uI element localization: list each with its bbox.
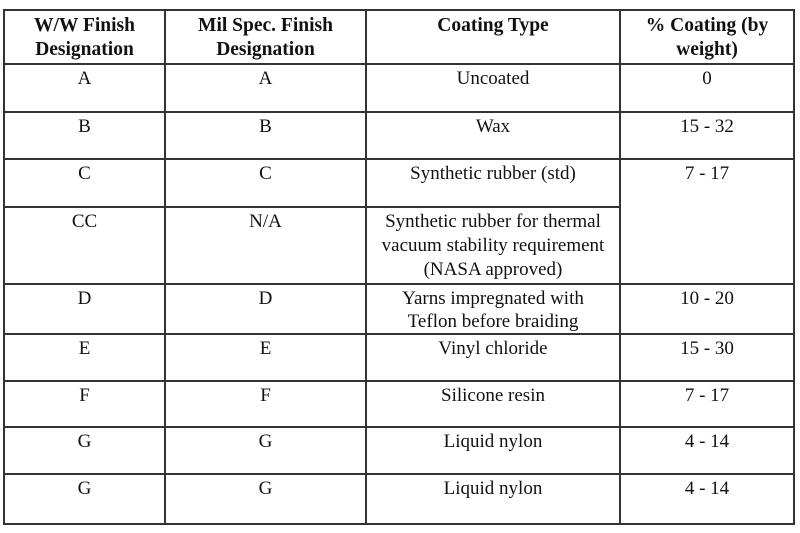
cell-percent: 0 [619,63,795,113]
cell-mil: B [164,111,367,160]
table-row: CC N/A Synthetic rubber for thermal vacu… [3,206,794,285]
table-row: G G Liquid nylon 4 - 14 [3,426,795,475]
header-percent-coating: % Coating (by weight) [619,9,795,65]
cell-percent: 4 - 14 [619,426,795,475]
table-row: D D Yarns impregnated with Teflon before… [3,283,795,335]
header-ww-finish: W/W Finish Designation [3,9,166,65]
cell-coating: Synthetic rubber for thermal vacuum stab… [365,206,621,285]
cell-ww: G [3,426,166,475]
cell-mil: C [164,158,367,208]
cell-coating: Silicone resin [365,380,621,428]
cell-coating: Uncoated [365,63,621,113]
header-row: W/W Finish Designation Mil Spec. Finish … [3,9,795,65]
table-row: A A Uncoated 0 [3,63,795,113]
cell-ww: C [3,158,166,208]
cell-percent: 15 - 32 [619,111,795,160]
cell-coating: Synthetic rubber (std) [365,158,621,208]
cell-coating: Wax [365,111,621,160]
cell-percent: 7 - 17 [619,158,795,285]
cell-coating: Yarns impregnated with Teflon before bra… [365,283,621,335]
cell-ww: A [3,63,166,113]
cell-mil: G [164,473,367,525]
cell-ww: F [3,380,166,428]
cell-ww: CC [3,206,166,285]
cell-mil: D [164,283,367,335]
cell-coating: Vinyl chloride [365,333,621,382]
cell-percent: 15 - 30 [619,333,795,382]
header-coating-type: Coating Type [365,9,621,65]
table-row: B B Wax 15 - 32 [3,111,795,160]
finish-designation-table: W/W Finish Designation Mil Spec. Finish … [3,9,795,525]
cell-mil: F [164,380,367,428]
table-row: G G Liquid nylon 4 - 14 [3,473,795,525]
cell-coating: Liquid nylon [365,426,621,475]
cell-ww: D [3,283,166,335]
cell-ww: E [3,333,166,382]
cell-coating: Liquid nylon [365,473,621,525]
cell-mil: A [164,63,367,113]
cell-percent: 4 - 14 [619,473,795,525]
cell-mil: N/A [164,206,367,285]
cell-mil: G [164,426,367,475]
cell-ww: G [3,473,166,525]
cell-mil: E [164,333,367,382]
cell-percent: 7 - 17 [619,380,795,428]
table-row: C C Synthetic rubber (std) 7 - 17 [3,158,795,285]
table-row: E E Vinyl chloride 15 - 30 [3,333,795,382]
header-mil-spec-finish: Mil Spec. Finish Designation [164,9,367,65]
cell-percent: 10 - 20 [619,283,795,335]
cell-ww: B [3,111,166,160]
table-row: F F Silicone resin 7 - 17 [3,380,795,428]
